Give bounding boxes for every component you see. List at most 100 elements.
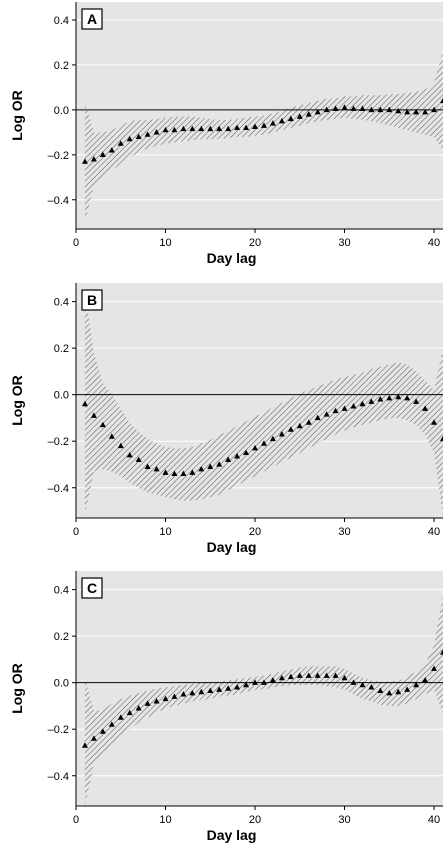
data-point bbox=[296, 422, 303, 429]
data-point bbox=[108, 147, 115, 153]
y-tick-label: –0.2 bbox=[48, 150, 69, 162]
data-point bbox=[323, 672, 330, 678]
data-point bbox=[99, 151, 106, 158]
data-point bbox=[422, 108, 429, 115]
data-point bbox=[413, 108, 420, 115]
data-point bbox=[90, 412, 97, 418]
data-point bbox=[287, 426, 294, 432]
data-point bbox=[269, 120, 276, 126]
data-point bbox=[386, 394, 393, 401]
data-point bbox=[323, 106, 330, 113]
data-point bbox=[252, 679, 259, 685]
data-point bbox=[359, 400, 366, 407]
data-point bbox=[413, 681, 420, 688]
data-point bbox=[81, 742, 88, 748]
data-point bbox=[252, 444, 259, 451]
x-axis-label: Day lag bbox=[207, 250, 257, 266]
x-tick-label: 10 bbox=[159, 526, 171, 538]
data-point bbox=[296, 113, 303, 119]
y-tick-label: –0.4 bbox=[48, 771, 69, 783]
x-tick-label: 40 bbox=[428, 237, 440, 249]
data-point bbox=[180, 470, 187, 476]
data-point bbox=[171, 693, 178, 699]
x-tick-label: 10 bbox=[159, 814, 171, 826]
data-point bbox=[269, 435, 276, 442]
x-tick-label: 40 bbox=[428, 814, 440, 826]
data-point bbox=[404, 394, 411, 401]
data-point bbox=[126, 709, 133, 716]
data-point bbox=[287, 115, 294, 122]
data-point bbox=[126, 135, 133, 142]
data-point bbox=[341, 405, 348, 411]
data-point bbox=[422, 677, 429, 683]
y-tick-label: 0.4 bbox=[54, 297, 69, 309]
data-point bbox=[234, 684, 241, 690]
data-point bbox=[243, 681, 250, 688]
x-tick-label: 10 bbox=[159, 237, 171, 249]
data-point bbox=[189, 689, 196, 696]
x-tick-label: 20 bbox=[249, 237, 261, 249]
data-point bbox=[350, 105, 357, 111]
data-point bbox=[90, 735, 97, 741]
data-point bbox=[413, 398, 420, 404]
x-tick-label: 40 bbox=[428, 526, 440, 538]
data-point bbox=[368, 398, 375, 404]
data-point bbox=[287, 673, 294, 680]
y-tick-label: 0.4 bbox=[54, 585, 69, 597]
y-tick-label: 0.2 bbox=[54, 631, 69, 643]
x-tick-label: 0 bbox=[73, 237, 79, 249]
data-point bbox=[350, 679, 357, 685]
y-axis-label: Log OR bbox=[9, 375, 25, 426]
chart-panel-B: 0 10 20 30 40 –0.4 –0.2 0.0 0.2 0.4 B Day lag Log OR bbox=[9, 283, 443, 555]
data-point bbox=[153, 698, 160, 704]
y-tick-label: –0.4 bbox=[48, 483, 69, 495]
confidence-band bbox=[84, 292, 443, 516]
data-point bbox=[422, 405, 429, 411]
data-point bbox=[180, 125, 187, 132]
data-point bbox=[117, 140, 124, 146]
data-point bbox=[368, 106, 375, 113]
y-tick-label: –0.2 bbox=[48, 724, 69, 736]
y-tick-label: 0.0 bbox=[54, 105, 69, 117]
data-point bbox=[305, 111, 312, 117]
y-tick-label: 0.2 bbox=[54, 343, 69, 355]
data-point bbox=[135, 133, 142, 140]
data-point bbox=[180, 691, 187, 697]
data-point bbox=[341, 104, 348, 110]
data-point bbox=[278, 674, 285, 681]
panel-label-box bbox=[81, 289, 103, 311]
data-point bbox=[171, 126, 178, 133]
data-point bbox=[216, 461, 223, 467]
data-point bbox=[234, 124, 241, 131]
data-point bbox=[117, 714, 124, 720]
data-point bbox=[404, 686, 411, 692]
x-axis-label: Day lag bbox=[207, 539, 257, 555]
data-point bbox=[198, 125, 205, 132]
data-point bbox=[440, 649, 443, 655]
data-point bbox=[377, 687, 384, 694]
data-point bbox=[198, 465, 205, 472]
panel-label: C bbox=[87, 580, 97, 596]
data-point bbox=[81, 400, 88, 407]
y-tick-label: –0.2 bbox=[48, 436, 69, 448]
data-point bbox=[252, 123, 259, 129]
y-axis-label: Log OR bbox=[9, 90, 25, 141]
data-point bbox=[234, 453, 241, 459]
data-point bbox=[431, 419, 438, 425]
data-point bbox=[377, 106, 384, 113]
data-point bbox=[207, 463, 214, 470]
y-tick-label: 0.0 bbox=[54, 390, 69, 402]
data-point bbox=[126, 451, 133, 458]
data-point bbox=[305, 419, 312, 425]
data-point bbox=[216, 125, 223, 132]
confidence-band bbox=[84, 51, 443, 223]
panel-label: B bbox=[87, 292, 97, 308]
data-point bbox=[350, 403, 357, 409]
data-point bbox=[440, 97, 443, 104]
data-point bbox=[198, 688, 205, 695]
data-point bbox=[395, 688, 402, 695]
data-point bbox=[440, 435, 443, 442]
data-point bbox=[404, 108, 411, 115]
data-point bbox=[81, 158, 88, 164]
